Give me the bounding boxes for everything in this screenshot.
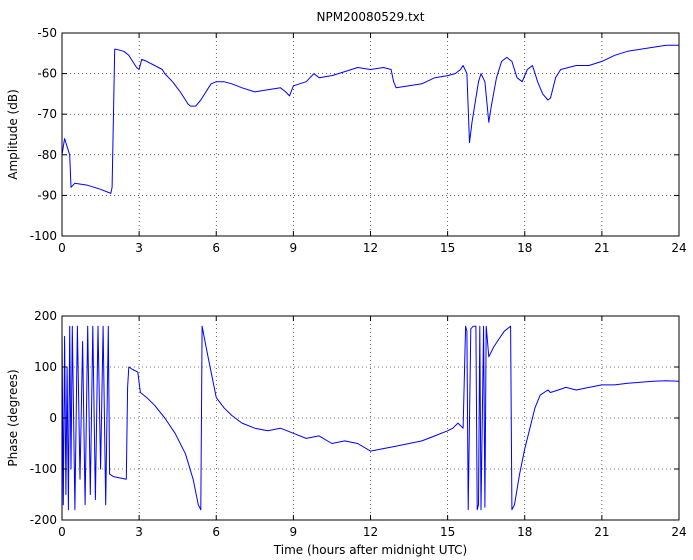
amplitude-ticks: 0 3 6 9 12 15 18 21 24 -100 -90 -80 -70 -60 -50 [30, 26, 687, 255]
amplitude-x-tick-label: 0 [58, 241, 66, 255]
phase-x-tick-label: 24 [671, 525, 686, 539]
amplitude-x-tick-label: 12 [363, 241, 378, 255]
phase-x-tick-label: 0 [58, 525, 66, 539]
amplitude-y-tick-label: -60 [37, 67, 57, 81]
phase-series-line [61, 325, 680, 511]
phase-x-tick-label: 15 [440, 525, 455, 539]
amplitude-x-tick-label: 24 [671, 241, 686, 255]
phase-x-tick-label: 9 [290, 525, 298, 539]
amplitude-x-tick-label: 6 [212, 241, 220, 255]
amplitude-y-tick-label: -50 [37, 26, 57, 40]
amplitude-plot-area [61, 44, 679, 194]
phase-ticks: 0 3 6 9 12 15 18 21 24 -200 -100 0 100 200 [30, 309, 687, 539]
chart-title: NPM20080529.txt [317, 10, 425, 24]
phase-axes: 0 3 6 9 12 15 18 21 24 -200 -100 0 100 200 Time (hour… [6, 309, 687, 557]
amplitude-axes: 0 3 6 9 12 15 18 21 24 -100 -90 -80 -70 -60 -50 NPM200… [6, 10, 687, 255]
phase-y-tick-label: -200 [30, 513, 57, 527]
amplitude-y-tick-label: -80 [37, 148, 57, 162]
phase-y-tick-label: -100 [30, 462, 57, 476]
phase-x-tick-label: 12 [363, 525, 378, 539]
amplitude-grid [62, 33, 679, 236]
phase-x-tick-label: 21 [594, 525, 609, 539]
phase-y-tick-label: 100 [34, 360, 57, 374]
amplitude-series-line [61, 44, 679, 194]
amplitude-y-tick-label: -100 [30, 229, 57, 243]
amplitude-y-tick-label: -70 [37, 107, 57, 121]
phase-y-tick-label: 0 [49, 411, 57, 425]
amplitude-x-tick-label: 15 [440, 241, 455, 255]
amplitude-x-tick-label: 21 [594, 241, 609, 255]
amplitude-x-tick-label: 9 [290, 241, 298, 255]
phase-grid [62, 316, 679, 520]
phase-plot-area [61, 325, 680, 511]
amplitude-y-tick-label: -90 [37, 188, 57, 202]
phase-y-axis-label: Phase (degrees) [6, 369, 20, 466]
phase-x-tick-label: 6 [212, 525, 220, 539]
amplitude-x-tick-label: 18 [517, 241, 532, 255]
x-axis-label: Time (hours after midnight UTC) [273, 543, 467, 557]
phase-x-tick-label: 3 [135, 525, 143, 539]
amplitude-y-axis-label: Amplitude (dB) [6, 89, 20, 180]
phase-y-tick-label: 200 [34, 309, 57, 323]
amplitude-x-tick-label: 3 [135, 241, 143, 255]
phase-x-tick-label: 18 [517, 525, 532, 539]
